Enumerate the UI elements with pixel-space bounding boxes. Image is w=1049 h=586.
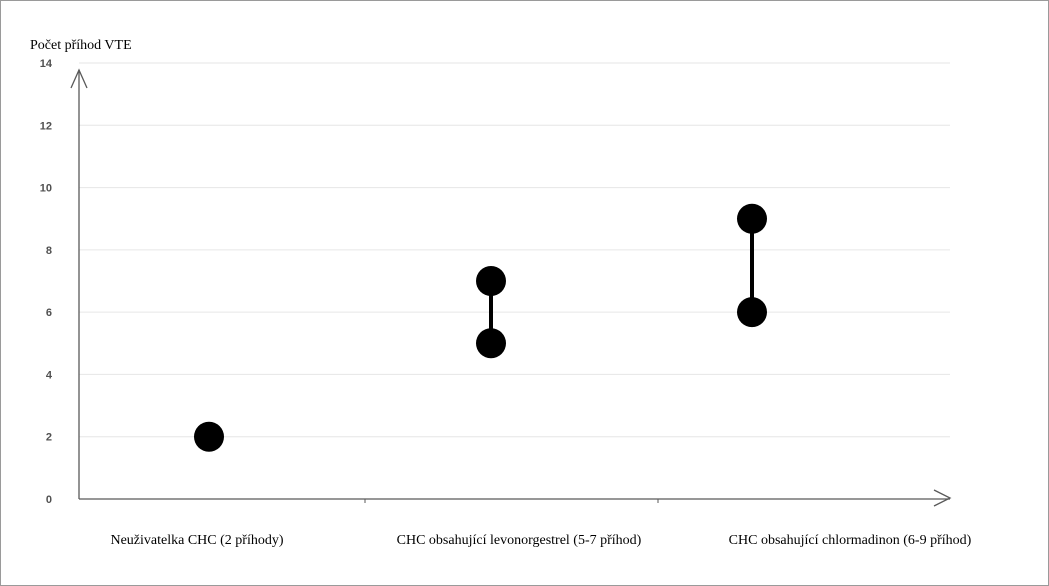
range-high-point-2 — [476, 266, 506, 296]
y-tick-label-8: 8 — [46, 245, 52, 257]
y-tick-label-4: 4 — [46, 369, 53, 381]
data-marks — [194, 203, 767, 452]
axis-layer — [70, 68, 952, 507]
grid-layer — [79, 62, 950, 438]
y-tick-label-0: 0 — [46, 494, 52, 506]
y-axis-label: Počet příhod VTE — [30, 38, 132, 53]
y-tick-label-14: 14 — [40, 58, 53, 70]
category-label-1: Neuživatelka CHC (2 příhody) — [110, 533, 283, 548]
range-low-point-3 — [737, 297, 767, 328]
y-tick-label-10: 10 — [40, 183, 52, 195]
y-axis-arrow — [70, 68, 88, 89]
category-label-3: CHC obsahující chlormadinon (6-9 příhod) — [729, 533, 972, 548]
data-point-1 — [194, 421, 224, 452]
range-low-point-2 — [476, 328, 506, 359]
y-tick-label-2: 2 — [46, 432, 52, 444]
category-label-2: CHC obsahující levonorgestrel (5-7 přího… — [397, 533, 642, 548]
y-tick-label-6: 6 — [46, 307, 52, 319]
range-high-point-3 — [737, 203, 767, 234]
y-tick-label-12: 12 — [40, 120, 52, 132]
category-labels: Neuživatelka CHC (2 příhody) CHC obsahují… — [110, 533, 971, 548]
x-axis-arrow — [933, 489, 952, 507]
y-tick-labels: 0 2 4 6 8 10 12 14 — [40, 58, 53, 506]
